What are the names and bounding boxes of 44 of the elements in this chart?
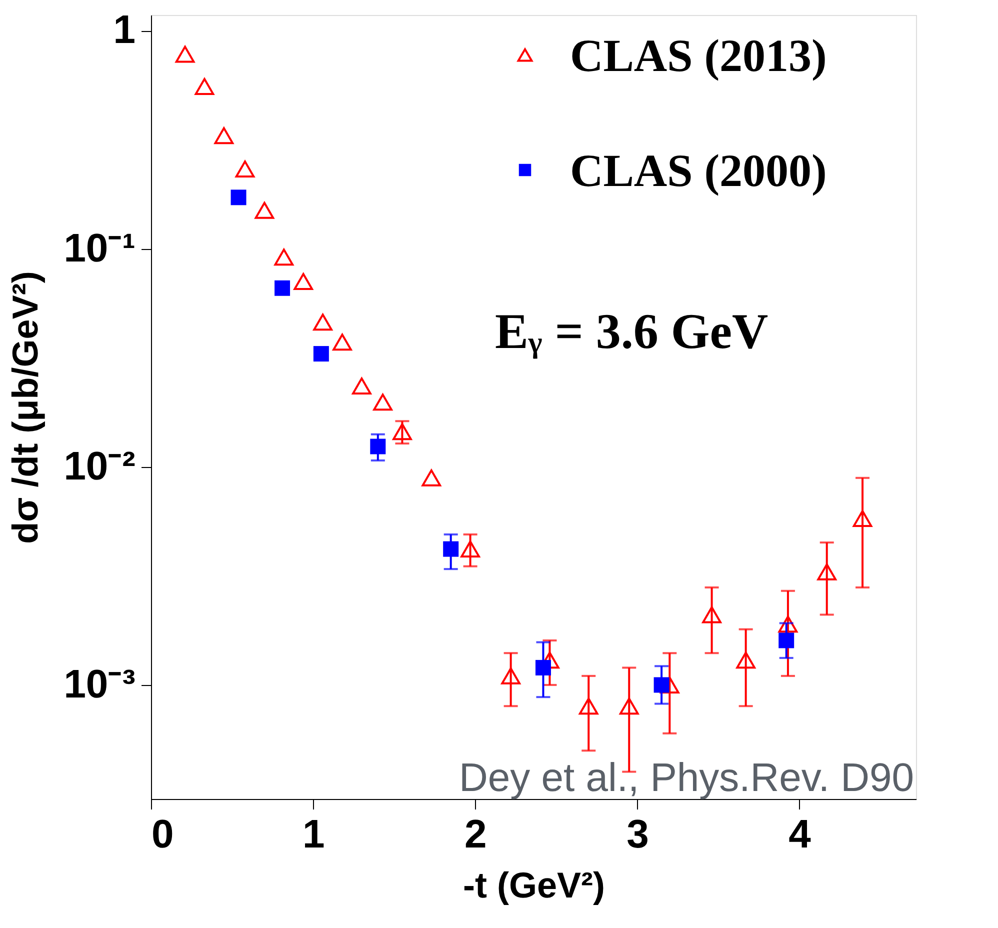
point: [778, 616, 798, 633]
point: [352, 377, 372, 394]
point: [778, 632, 794, 648]
point: [501, 667, 520, 684]
y-tick-label: 1: [113, 8, 136, 52]
y-tick-label: 10⁻¹: [64, 226, 136, 270]
legend-label: CLAS (2000): [570, 145, 827, 196]
point: [194, 78, 214, 95]
x-tick-label: 4: [788, 812, 812, 856]
point: [852, 510, 872, 527]
point: [254, 202, 274, 219]
point: [619, 698, 639, 715]
point: [294, 272, 314, 290]
annotation: Dey et al., Phys.Rev. D90: [459, 756, 914, 800]
x-tick-label: 0: [152, 812, 174, 856]
point: [230, 190, 246, 206]
point: [817, 563, 837, 580]
point: [578, 698, 598, 715]
point: [313, 346, 329, 362]
x-tick-label: 1: [302, 812, 325, 856]
y-axis-title: dσ /dt (μb/GeV²): [4, 271, 46, 544]
x-tick-label: 3: [626, 812, 649, 856]
x-axis-title: -t (GeV²): [463, 864, 605, 906]
point: [373, 394, 392, 411]
point: [175, 46, 195, 63]
point: [235, 160, 255, 178]
point: [535, 660, 551, 676]
point: [443, 541, 459, 557]
point: [274, 248, 294, 266]
y-tick-label: 10⁻²: [64, 444, 136, 488]
point: [392, 423, 412, 440]
point: [422, 469, 442, 486]
point: [214, 127, 234, 144]
point: [702, 606, 722, 624]
point: [332, 334, 352, 351]
y-tick-label: 10⁻³: [64, 662, 136, 706]
point: [370, 438, 386, 454]
point: [274, 280, 290, 296]
annotation: Eᵧ = 3.6 GeV: [495, 303, 768, 359]
point: [736, 652, 756, 669]
point: [313, 314, 332, 331]
point: [460, 540, 480, 558]
legend-label: CLAS (2013): [570, 30, 827, 81]
x-tick-label: 2: [464, 812, 487, 856]
